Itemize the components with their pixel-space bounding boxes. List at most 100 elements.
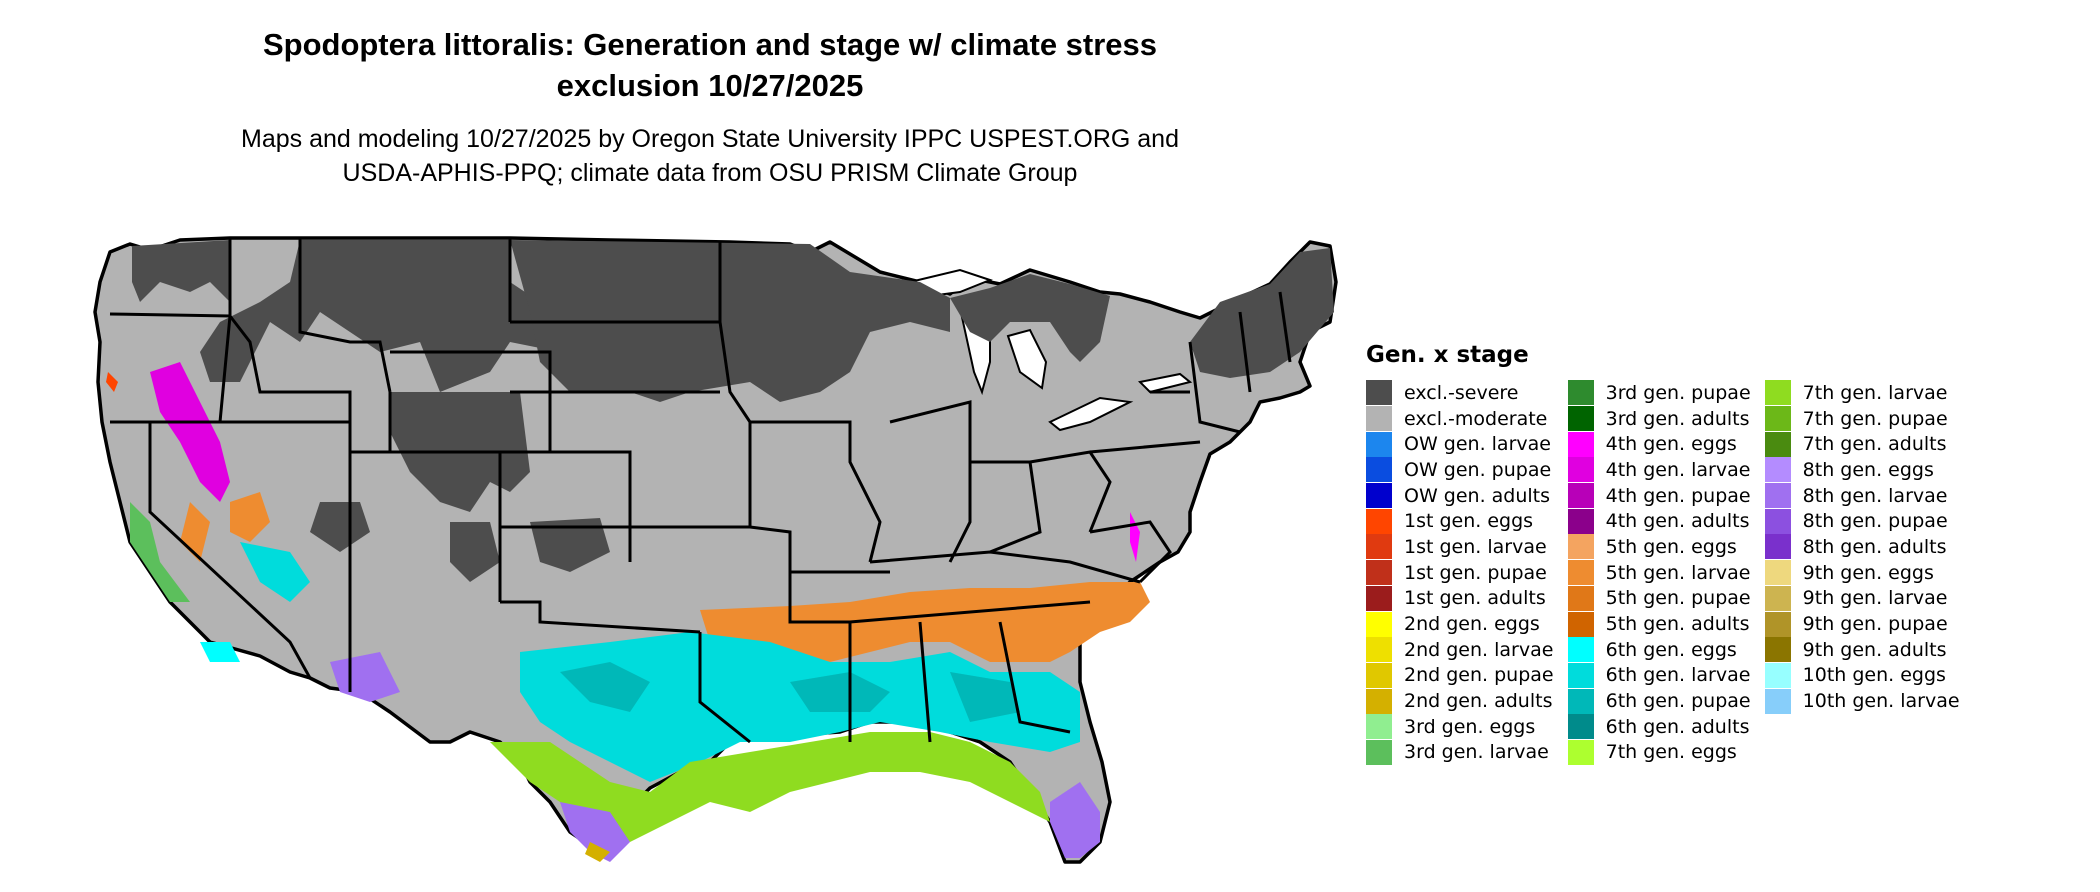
- legend-item: 5th gen. adults: [1567, 611, 1751, 637]
- legend-item: 2nd gen. pupae: [1366, 662, 1554, 689]
- legend-label: 5th gen. adults: [1605, 613, 1750, 636]
- legend-swatch: [1764, 457, 1791, 483]
- legend-label: 3rd gen. pupae: [1605, 381, 1751, 404]
- subtitle-line-2: USDA-APHIS-PPQ; climate data from OSU PR…: [342, 159, 1078, 187]
- legend-swatch: [1764, 637, 1791, 663]
- legend-swatch: [1366, 483, 1392, 509]
- legend-swatch: [1366, 585, 1392, 611]
- legend-label: 9th gen. pupae: [1802, 613, 1948, 636]
- legend-item: 10th gen. larvae: [1764, 688, 1960, 714]
- legend-item: OW gen. larvae: [1366, 431, 1554, 457]
- legend-label: 10th gen. eggs: [1802, 664, 1946, 687]
- legend-label: 4th gen. adults: [1605, 510, 1750, 533]
- legend-swatch: [1567, 611, 1594, 637]
- legend-label: 1st gen. pupae: [1404, 561, 1547, 584]
- legend-item: 1st gen. pupae: [1366, 560, 1554, 586]
- legend-item: 5th gen. eggs: [1567, 534, 1751, 560]
- legend-item: 7th gen. eggs: [1567, 739, 1751, 766]
- legend-label: OW gen. larvae: [1404, 433, 1551, 456]
- legend-item: 8th gen. adults: [1764, 534, 1960, 560]
- legend-label: 8th gen. eggs: [1802, 458, 1934, 481]
- legend-swatch: [1764, 431, 1791, 457]
- legend-swatch: [1366, 380, 1392, 406]
- legend-label: excl.-severe: [1404, 381, 1519, 404]
- legend-item: 9th gen. pupae: [1764, 611, 1960, 637]
- legend-swatch: [1567, 534, 1594, 560]
- legend-item: 3rd gen. adults: [1567, 406, 1751, 432]
- title-line-2: exclusion 10/27/2025: [556, 68, 864, 103]
- legend-swatch: [1764, 534, 1791, 560]
- legend-item: 4th gen. larvae: [1567, 457, 1751, 483]
- legend-label: 7th gen. adults: [1802, 433, 1947, 456]
- legend-swatch: [1366, 457, 1392, 483]
- legend-swatch: [1567, 406, 1594, 432]
- legend-swatch: [1366, 508, 1392, 534]
- legend-swatch: [1764, 585, 1791, 611]
- legend-swatch: [1567, 508, 1594, 534]
- legend-swatch: [1366, 637, 1392, 663]
- chart-title: Spodoptera littoralis: Generation and st…: [120, 24, 1300, 106]
- legend-label: 4th gen. eggs: [1605, 433, 1737, 456]
- legend-swatch: [1567, 457, 1594, 483]
- legend-item: 2nd gen. eggs: [1366, 611, 1554, 637]
- legend-label: excl.-moderate: [1404, 407, 1548, 430]
- legend-item: 6th gen. larvae: [1567, 662, 1751, 689]
- legend-columns: excl.-severe excl.-moderate OW gen. larvae…: [1366, 380, 1974, 765]
- legend-column: excl.-severe excl.-moderate OW gen. larvae…: [1366, 380, 1554, 765]
- legend-swatch: [1567, 380, 1594, 406]
- legend-title: Gen. x stage: [1366, 342, 1529, 368]
- legend-swatch: [1366, 662, 1392, 688]
- legend-item: OW gen. adults: [1366, 483, 1554, 509]
- legend-label: OW gen. adults: [1404, 484, 1551, 507]
- legend-swatch: [1366, 688, 1392, 714]
- legend-label: 8th gen. larvae: [1802, 484, 1948, 507]
- legend-label: 3rd gen. adults: [1605, 407, 1750, 430]
- legend-label: OW gen. pupae: [1404, 458, 1552, 481]
- state-borders: [109, 238, 1292, 744]
- legend-item: 4th gen. adults: [1567, 508, 1751, 534]
- legend-label: 6th gen. larvae: [1605, 664, 1751, 687]
- legend-item: 9th gen. adults: [1764, 637, 1960, 663]
- legend-item: 1st gen. adults: [1366, 585, 1554, 612]
- legend-label: 6th gen. pupae: [1605, 690, 1751, 713]
- legend-item: 9th gen. eggs: [1764, 560, 1960, 586]
- legend-item: 3rd gen. pupae: [1567, 380, 1751, 406]
- legend-label: 2nd gen. adults: [1404, 690, 1553, 713]
- legend-item: 2nd gen. larvae: [1366, 637, 1554, 663]
- legend-swatch: [1366, 560, 1392, 586]
- legend-item: 8th gen. pupae: [1764, 508, 1960, 534]
- legend-label: 7th gen. larvae: [1802, 381, 1948, 404]
- legend-label: 2nd gen. larvae: [1404, 638, 1554, 661]
- legend-label: 7th gen. pupae: [1802, 407, 1948, 430]
- legend-swatch: [1567, 483, 1594, 509]
- legend-label: 10th gen. larvae: [1802, 690, 1960, 713]
- legend-swatch: [1567, 560, 1594, 586]
- severe-exclusion-regions: [132, 240, 1334, 582]
- legend-item: 7th gen. pupae: [1764, 406, 1960, 432]
- legend-item: 4th gen. pupae: [1567, 483, 1751, 509]
- southern-generation-regions: [106, 362, 1150, 862]
- legend-swatch: [1764, 611, 1791, 637]
- legend-swatch: [1567, 739, 1594, 765]
- legend-label: 5th gen. pupae: [1605, 587, 1751, 610]
- legend-label: 2nd gen. pupae: [1404, 664, 1554, 687]
- legend-item: 7th gen. larvae: [1764, 380, 1960, 406]
- legend-label: 9th gen. larvae: [1802, 587, 1948, 610]
- legend-swatch: [1567, 585, 1594, 611]
- legend: Gen. x stage excl.-severe excl.-moderate O…: [1366, 342, 1974, 765]
- chart-subtitle: Maps and modeling 10/27/2025 by Oregon S…: [120, 122, 1300, 190]
- legend-label: 1st gen. adults: [1404, 587, 1546, 610]
- legend-item: 1st gen. eggs: [1366, 508, 1554, 534]
- legend-label: 9th gen. adults: [1802, 638, 1947, 661]
- legend-label: 4th gen. pupae: [1605, 484, 1751, 507]
- legend-swatch: [1366, 714, 1392, 740]
- legend-label: 2nd gen. eggs: [1404, 613, 1540, 636]
- legend-item: 4th gen. eggs: [1567, 431, 1751, 457]
- legend-item: 5th gen. pupae: [1567, 585, 1751, 612]
- legend-label: 1st gen. eggs: [1404, 510, 1534, 533]
- legend-label: 8th gen. pupae: [1802, 510, 1948, 533]
- legend-label: 8th gen. adults: [1802, 535, 1947, 558]
- legend-item: 6th gen. pupae: [1567, 688, 1751, 714]
- legend-item: 10th gen. eggs: [1764, 662, 1960, 689]
- legend-item: 1st gen. larvae: [1366, 534, 1554, 560]
